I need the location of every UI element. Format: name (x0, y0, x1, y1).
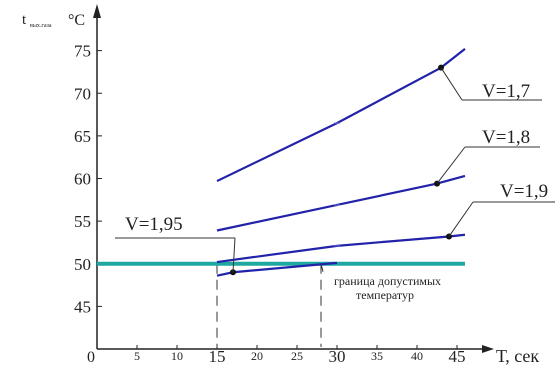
x-tick-label-10: 10 (171, 349, 183, 363)
y-tick-label-70: 70 (74, 84, 91, 103)
series-line-0 (216, 48, 466, 183)
threshold-label-line-0: граница допустимых (334, 274, 441, 288)
x-tick-label-45: 45 (449, 347, 466, 366)
x-axis-label: Т, сек (496, 346, 539, 366)
x-tick-label-5: 5 (134, 349, 140, 363)
guide-lines (216, 263, 322, 347)
x-tick-label-35: 35 (371, 349, 383, 363)
series-line-2 (216, 233, 466, 264)
origin-label: 0 (87, 349, 95, 366)
series-label-1: V=1,8 (482, 127, 530, 148)
x-tick-label-40: 40 (411, 349, 423, 363)
y-tick-label-60: 60 (74, 170, 91, 189)
x-tick-label-15: 15 (209, 347, 226, 366)
axes (93, 4, 494, 353)
series-label-2: V=1,9 (500, 181, 548, 202)
series-group (216, 48, 466, 277)
x-axis-arrow (482, 345, 494, 353)
series-label-leader-2 (448, 201, 474, 237)
threshold-label-line-1: температур (356, 288, 414, 302)
axis-labels: t вых.газа °C Т, сек 0 (22, 12, 539, 366)
tick-marks: 45 50 55 60 65 70 75 5 10 15 20 25 30 35 40 45 (74, 42, 466, 366)
y-tick-label-50: 50 (74, 255, 91, 274)
y-axis-label-unit: °C (68, 12, 85, 29)
series-label-leader-1 (436, 146, 466, 184)
y-axis-label-sub: вых.газа (30, 23, 52, 29)
x-tick-label-30: 30 (329, 347, 346, 366)
x-tick-label-25: 25 (291, 349, 303, 363)
x-tick-label-20: 20 (251, 349, 263, 363)
y-tick-label-55: 55 (74, 212, 91, 231)
y-axis-arrow (93, 4, 101, 18)
y-axis-label-main: t (22, 12, 27, 28)
series-line-1 (216, 174, 466, 232)
series-label-3: V=1,95 (125, 214, 183, 235)
series-label-0: V=1,7 (482, 81, 530, 102)
series-labels: V=1,7 V=1,8 V=1,9 V=1,95 (115, 67, 555, 273)
series-label-leader-0 (440, 67, 463, 101)
y-tick-label-45: 45 (74, 297, 91, 316)
series-label-leader-3 (232, 237, 236, 273)
y-tick-label-65: 65 (74, 127, 91, 146)
y-tick-label-75: 75 (74, 42, 91, 61)
